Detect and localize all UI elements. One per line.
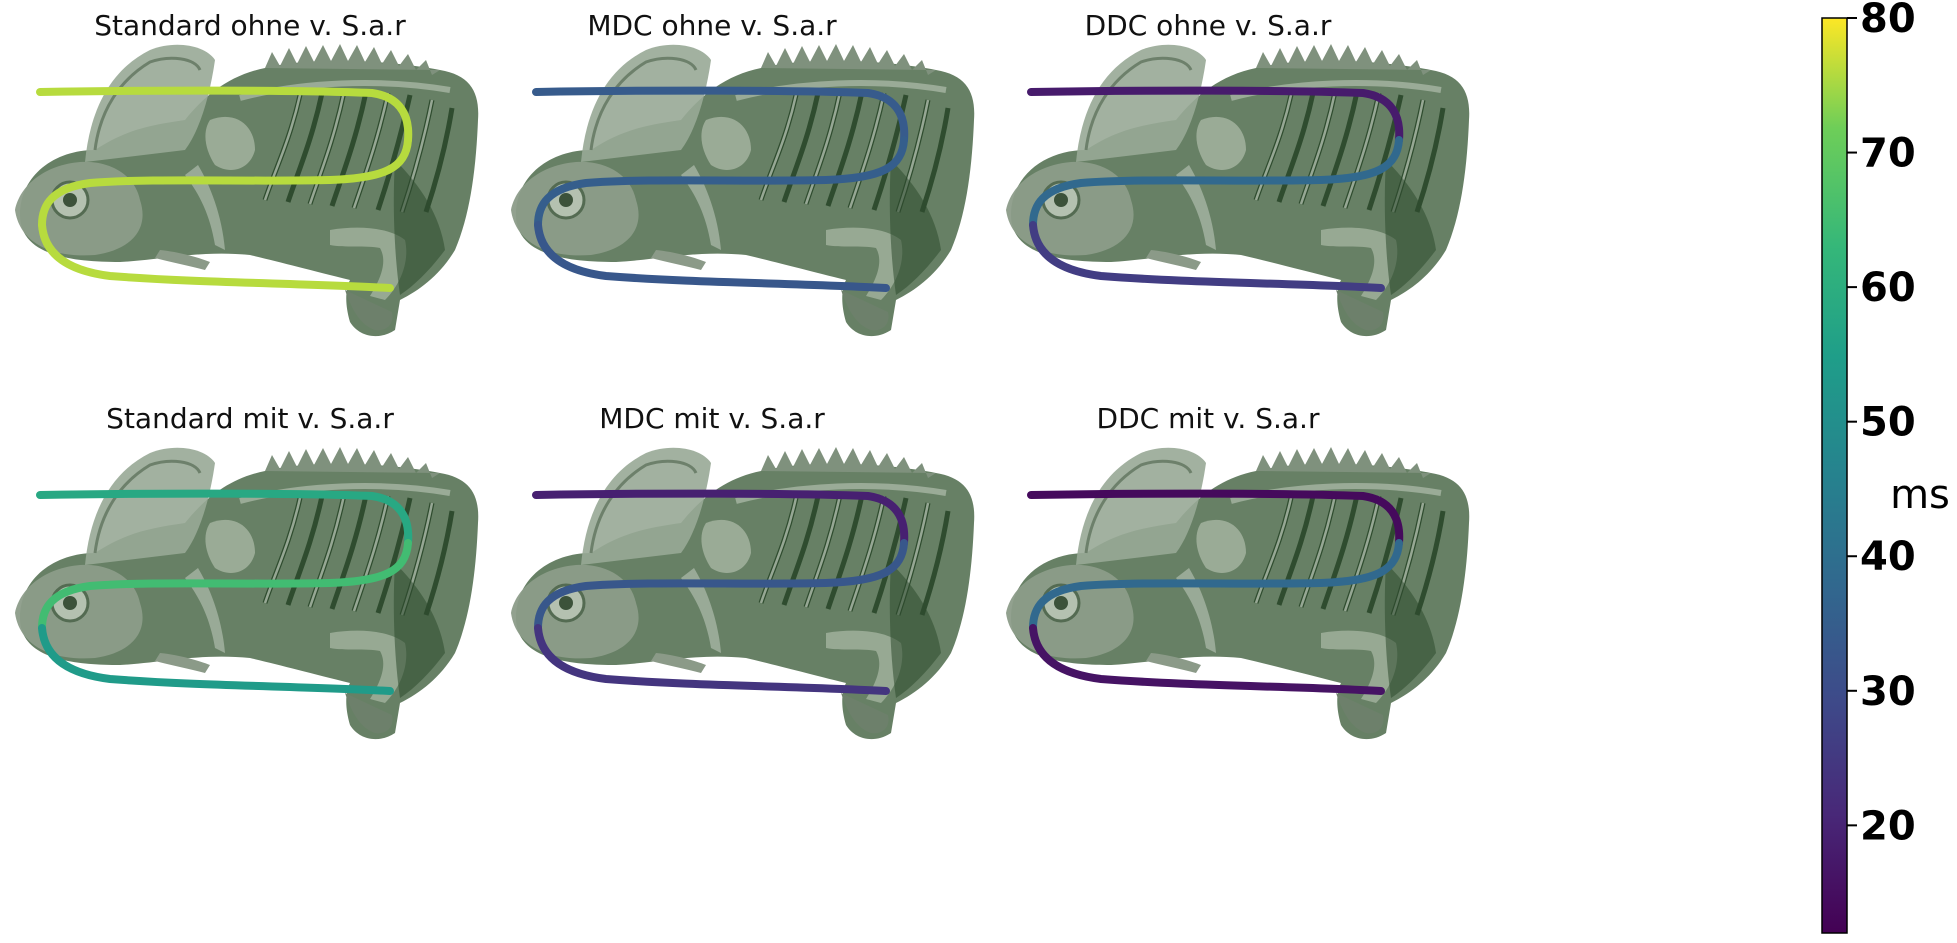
- probe-path-segment: [534, 624, 890, 695]
- colorbar: 20 30 40 50 60 70 80 ms: [1821, 0, 1950, 934]
- probe-path-segment: [534, 136, 908, 229]
- probe-path-segment: [532, 86, 909, 144]
- probe-path-segment: [1029, 624, 1385, 695]
- colorbar-ticks: 20 30 40 50 60 70 80: [1847, 0, 1916, 849]
- colorbar-tick-label: 20: [1860, 803, 1916, 849]
- probe-path-segment: [1029, 136, 1403, 229]
- panel-title: Standard mit v. S.a.r: [106, 402, 394, 435]
- panel-6: [1006, 447, 1469, 739]
- probe-path-segment: [38, 539, 412, 632]
- probe-path-segment: [36, 489, 413, 547]
- probe-path-segment: [532, 489, 909, 547]
- colorbar-tick-label: 50: [1860, 400, 1916, 446]
- probe-path-segment: [1029, 221, 1385, 292]
- probe-path-segment: [36, 86, 413, 144]
- probe-path-segment: [1027, 489, 1404, 547]
- colorbar-tick-label: 70: [1860, 131, 1916, 177]
- panel-title: MDC mit v. S.a.r: [599, 402, 825, 435]
- panel-5: [511, 447, 974, 739]
- colorbar-tick-label: 40: [1860, 534, 1916, 580]
- panel-title: DDC mit v. S.a.r: [1097, 402, 1320, 435]
- probe-path-segment: [534, 221, 890, 292]
- colorbar-label: ms: [1890, 472, 1950, 518]
- probe-path-segment: [534, 539, 908, 632]
- panels-layer: Standard ohne v. S.a.r MDC ohne v. S.a.r D…: [15, 9, 1469, 739]
- probe-path-segment: [38, 624, 394, 695]
- probe-path-segment: [1029, 539, 1403, 632]
- colorbar-gradient: [1821, 17, 1848, 934]
- colorbar-tick-label: 30: [1860, 669, 1916, 715]
- panel-title: Standard ohne v. S.a.r: [94, 9, 406, 42]
- panel-2: [511, 44, 974, 336]
- panel-3: [1006, 44, 1469, 336]
- colorbar-tick-label: 60: [1860, 265, 1916, 311]
- panel-4: [15, 447, 478, 739]
- panel-1: [15, 44, 478, 336]
- probe-path-segment: [38, 221, 394, 292]
- panel-title: MDC ohne v. S.a.r: [587, 9, 837, 42]
- probe-path-segment: [1027, 86, 1404, 144]
- panel-title: DDC ohne v. S.a.r: [1085, 9, 1332, 42]
- colorbar-tick-label: 80: [1860, 0, 1916, 42]
- probe-path-segment: [38, 136, 412, 229]
